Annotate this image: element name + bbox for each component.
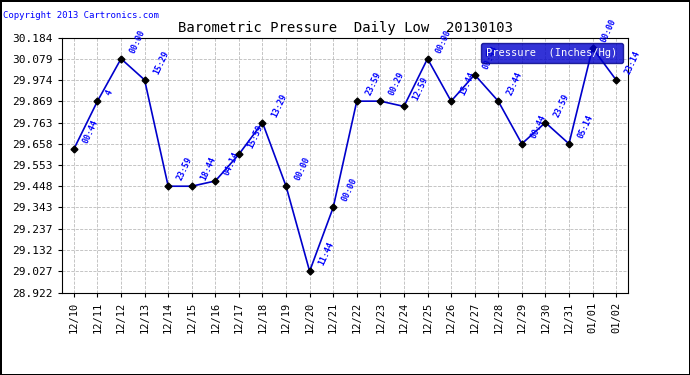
Text: 4: 4 <box>104 88 115 97</box>
Text: 23:59: 23:59 <box>364 70 382 97</box>
Legend: Pressure  (Inches/Hg): Pressure (Inches/Hg) <box>481 43 622 63</box>
Text: 15:29: 15:29 <box>152 49 170 76</box>
Text: 00:00: 00:00 <box>128 28 147 54</box>
Text: 15:44: 15:44 <box>458 70 477 97</box>
Text: 05:14: 05:14 <box>576 113 595 140</box>
Text: 00:29: 00:29 <box>387 70 406 97</box>
Text: 23:59: 23:59 <box>175 156 194 182</box>
Text: 00:00: 00:00 <box>435 28 453 54</box>
Text: 04:14: 04:14 <box>222 150 241 177</box>
Text: 23:14: 23:14 <box>623 49 642 76</box>
Text: 00:00: 00:00 <box>293 156 312 182</box>
Text: Copyright 2013 Cartronics.com: Copyright 2013 Cartronics.com <box>3 11 159 20</box>
Text: 00:44: 00:44 <box>482 44 500 70</box>
Text: 00:44: 00:44 <box>81 118 99 145</box>
Text: 00:00: 00:00 <box>600 17 618 44</box>
Text: 18:44: 18:44 <box>199 156 217 182</box>
Text: 13:29: 13:29 <box>269 92 288 118</box>
Text: 15:59: 15:59 <box>246 124 264 150</box>
Text: 12:59: 12:59 <box>411 76 430 102</box>
Text: 23:59: 23:59 <box>552 92 571 118</box>
Text: 23:44: 23:44 <box>505 70 524 97</box>
Title: Barometric Pressure  Daily Low  20130103: Barometric Pressure Daily Low 20130103 <box>177 21 513 35</box>
Text: 00:44: 00:44 <box>529 113 547 140</box>
Text: 00:00: 00:00 <box>340 177 359 203</box>
Text: 11:44: 11:44 <box>317 241 335 267</box>
